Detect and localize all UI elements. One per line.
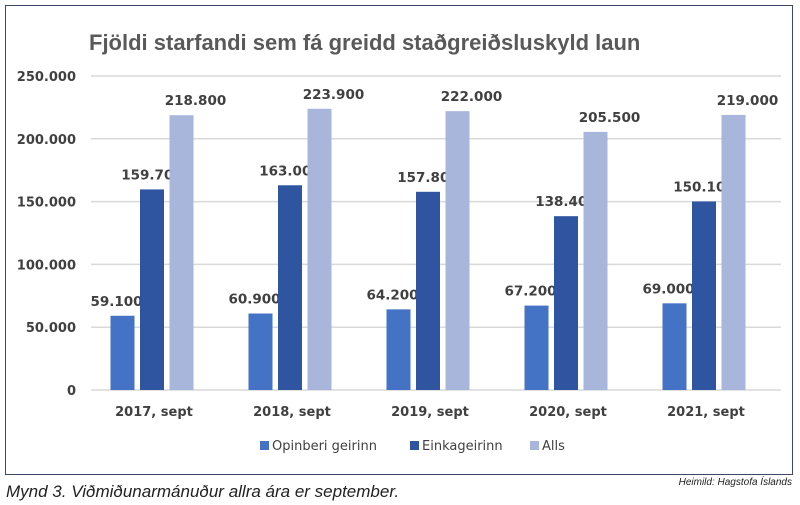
bar-einkageirinn — [692, 201, 716, 390]
legend-swatch — [410, 441, 419, 450]
data-label: 157.800 — [397, 170, 459, 186]
legend-swatch — [530, 441, 539, 450]
source-note: Heimild: Hagstofa Íslands — [678, 477, 792, 488]
data-label: 138.400 — [535, 194, 597, 210]
bar-alls — [721, 114, 746, 390]
data-label: 218.800 — [165, 93, 227, 109]
bar-alls — [445, 111, 470, 390]
data-label: 150.100 — [673, 179, 735, 195]
figure-caption: Mynd 3. Viðmiðunarmánuður allra ára er s… — [6, 482, 400, 501]
legend-label: Alls — [542, 439, 565, 454]
chart-frame — [5, 5, 793, 475]
x-tick-label: 2017, sept — [115, 405, 193, 420]
bar-alls — [169, 115, 194, 391]
y-tick-label: 200.000 — [17, 133, 76, 148]
bar-opinberi-geirinn — [524, 305, 549, 390]
data-label: 64.200 — [366, 287, 418, 303]
bar-opinberi-geirinn — [110, 315, 135, 390]
data-label: 69.000 — [642, 281, 694, 297]
x-tick-label: 2018, sept — [253, 405, 331, 420]
y-tick-label: 100.000 — [17, 258, 76, 273]
data-label: 205.500 — [579, 110, 641, 126]
y-tick-label: 0 — [67, 384, 76, 399]
legend-label: Einkageirinn — [422, 439, 503, 454]
data-label: 67.200 — [504, 284, 556, 300]
bar-opinberi-geirinn — [386, 309, 411, 390]
data-label: 222.000 — [441, 89, 503, 105]
data-label: 159.700 — [121, 167, 183, 183]
bar-einkageirinn — [140, 189, 164, 390]
bar-opinberi-geirinn — [662, 303, 687, 390]
bar-opinberi-geirinn — [248, 313, 273, 390]
data-label: 59.100 — [90, 294, 142, 310]
x-tick-label: 2021, sept — [667, 405, 745, 420]
bar-alls — [583, 131, 608, 390]
y-tick-label: 50.000 — [26, 321, 76, 336]
data-label: 219.000 — [717, 93, 779, 109]
chart-title: Fjöldi starfandi sem fá greidd staðgreið… — [89, 30, 641, 55]
y-tick-label: 150.000 — [17, 196, 76, 211]
x-tick-label: 2020, sept — [529, 405, 607, 420]
x-tick-label: 2019, sept — [391, 405, 469, 420]
data-label: 60.900 — [228, 292, 280, 308]
legend-label: Opinberi geirinn — [272, 439, 377, 454]
data-label: 223.900 — [303, 87, 365, 103]
bar-einkageirinn — [278, 185, 302, 390]
legend-swatch — [260, 441, 269, 450]
bar-einkageirinn — [554, 216, 578, 390]
data-label: 163.000 — [259, 163, 321, 179]
y-tick-label: 250.000 — [17, 70, 76, 85]
bar-einkageirinn — [416, 191, 440, 390]
bar-alls — [307, 108, 332, 390]
